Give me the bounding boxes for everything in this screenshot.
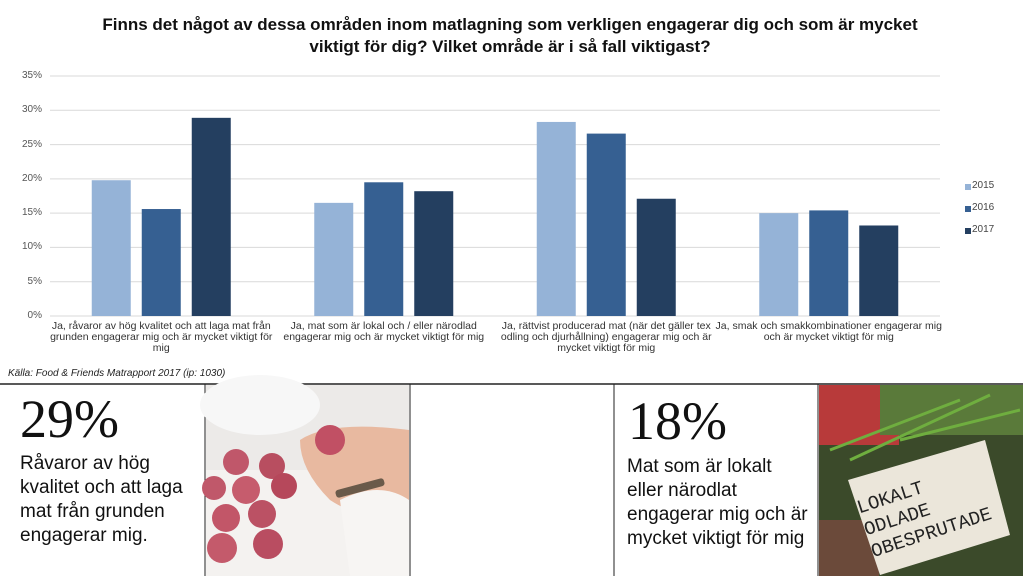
y-tick-label: 5% [27,275,42,287]
photo-meatballs [200,375,409,576]
legend-label: 2016 [972,202,995,213]
bar [314,202,354,316]
x-tick-label: Ja, mat som är lokal och / eller närodla… [283,320,485,343]
bar [759,213,799,316]
legend-swatch [965,184,971,190]
bar [809,210,849,316]
bar [859,225,899,316]
bar [364,182,404,316]
bar [91,180,131,316]
legend-label: 2017 [972,224,995,235]
x-tick-label: Ja, råvaror av hög kvalitet och att laga… [50,320,273,354]
legend-label: 2015 [972,180,995,191]
panel-text: Råvaror av hög kvalitet och att laga mat… [20,453,183,546]
bar [141,209,181,316]
y-tick-label: 15% [21,207,42,219]
legend-swatch [965,206,971,212]
panel-figure: 18% [628,391,727,451]
bar [191,117,231,316]
x-tick-label: Ja, rättvist producerad mat (när det gäl… [500,320,712,354]
photo-sign [819,385,1023,576]
bar [414,191,454,316]
y-tick-label: 0% [27,310,42,321]
x-tick-label: Ja, smak och smakkombinationer engagerar… [715,320,942,343]
bar [536,121,576,316]
y-tick-label: 35% [21,70,42,81]
bar [586,133,626,316]
chart-title: Finns det något av dessa områden inom ma… [102,15,918,56]
source: Källa: Food & Friends Matrapport 2017 (i… [8,368,226,379]
y-tick-label: 20% [21,172,42,184]
panel-text: Mat som är lokalt eller närodlat engager… [627,456,808,549]
bar [636,198,676,316]
y-tick-label: 30% [21,104,42,116]
y-tick-label: 25% [21,138,42,150]
legend-swatch [965,228,971,234]
y-tick-label: 10% [21,241,42,253]
panel-figure: 29% [20,389,119,449]
